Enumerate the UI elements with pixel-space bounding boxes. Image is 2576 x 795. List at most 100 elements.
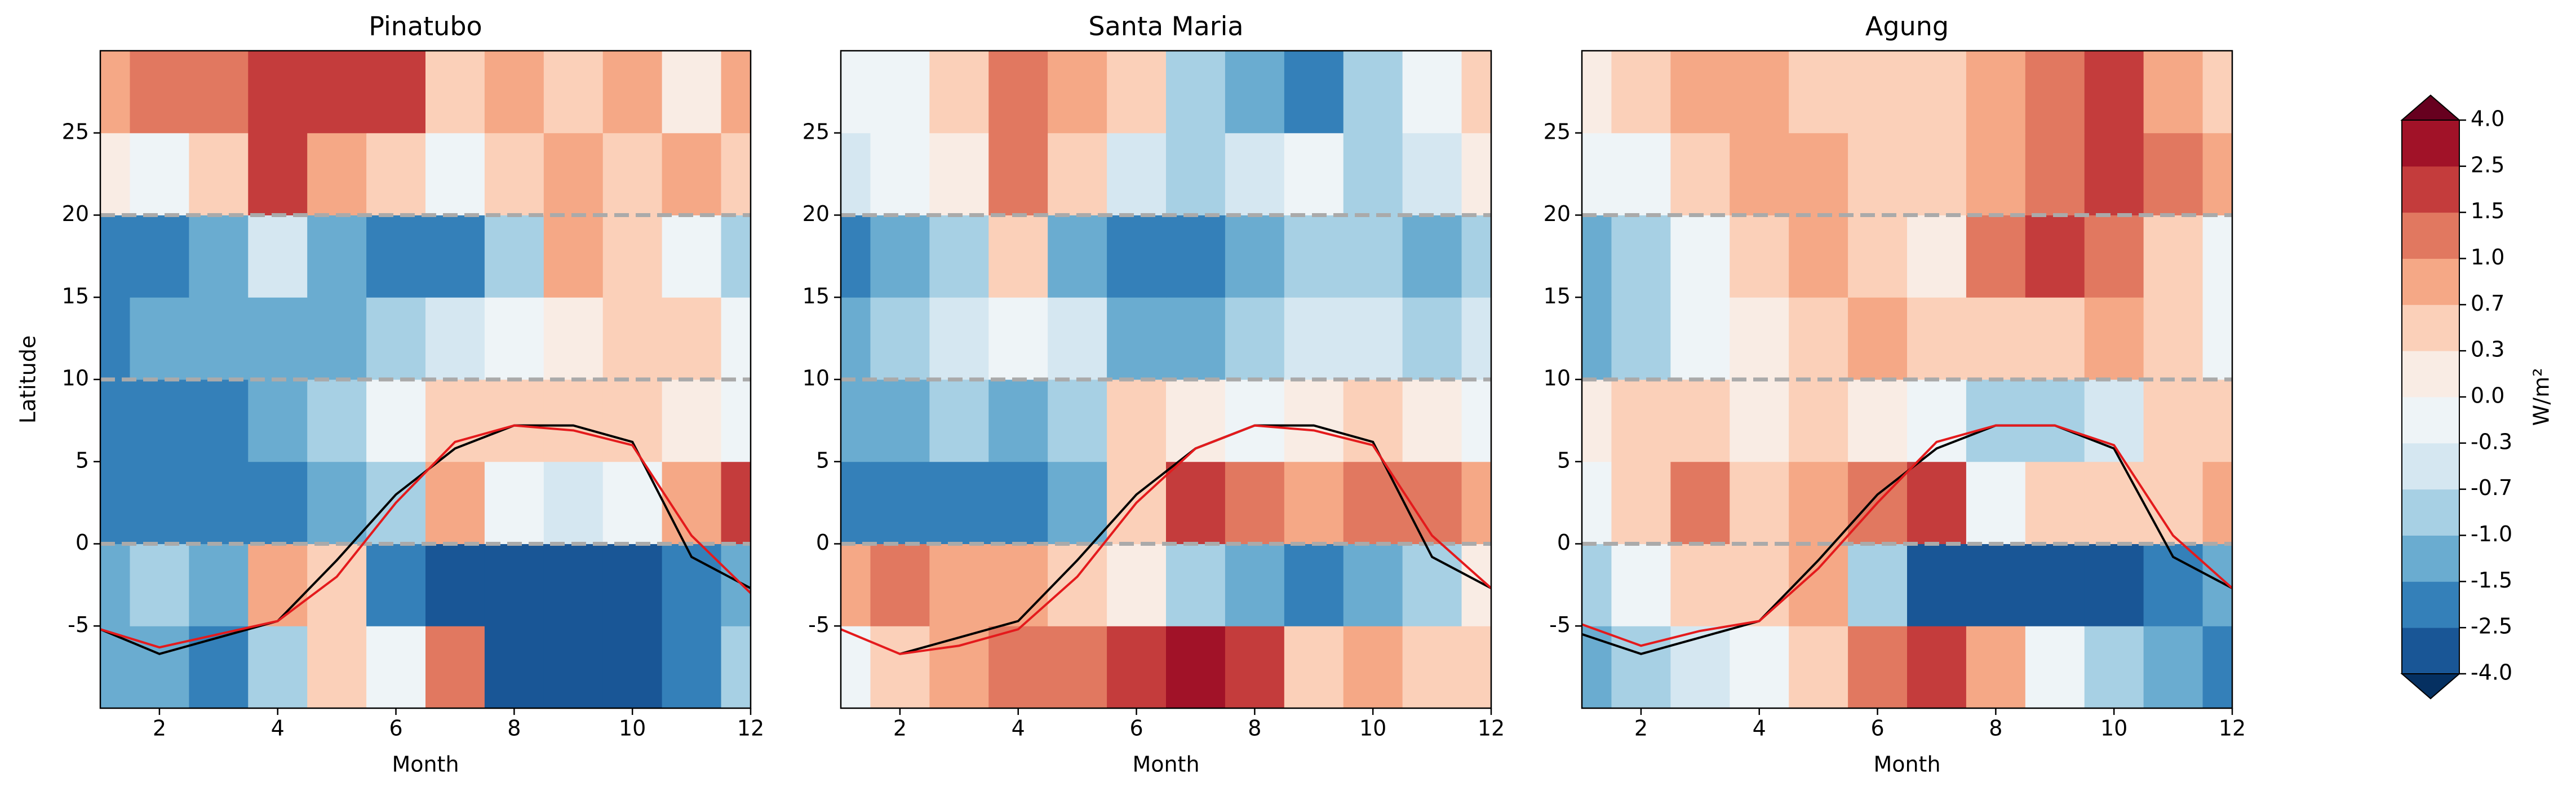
cell bbox=[1225, 215, 1285, 298]
cell bbox=[1907, 132, 1967, 215]
cell bbox=[1582, 461, 1612, 544]
cell bbox=[721, 297, 751, 380]
cell bbox=[841, 215, 871, 298]
x-tick-label: 12 bbox=[737, 716, 764, 741]
cell bbox=[602, 51, 663, 134]
cell bbox=[602, 132, 663, 215]
cell bbox=[1048, 132, 1107, 215]
cell bbox=[1107, 626, 1167, 708]
cell bbox=[929, 461, 989, 544]
cell bbox=[366, 51, 426, 134]
cell bbox=[1461, 461, 1491, 544]
colorbar-segment bbox=[2402, 258, 2459, 305]
cell bbox=[1225, 461, 1285, 544]
chart-title: Pinatubo bbox=[369, 11, 482, 42]
cell bbox=[1343, 626, 1403, 708]
cell bbox=[543, 215, 604, 298]
cell bbox=[721, 379, 751, 462]
y-tick-label: 25 bbox=[802, 119, 830, 144]
cell bbox=[1907, 461, 1967, 544]
cell bbox=[988, 379, 1048, 462]
chart-title: Santa Maria bbox=[1088, 11, 1243, 42]
cell bbox=[130, 297, 189, 380]
cell bbox=[484, 215, 544, 298]
cell bbox=[662, 215, 722, 298]
cell bbox=[2084, 215, 2144, 298]
cell bbox=[543, 51, 604, 134]
cell bbox=[1582, 379, 1612, 462]
cell bbox=[602, 215, 663, 298]
cell bbox=[307, 379, 367, 462]
cell bbox=[602, 544, 663, 626]
cell bbox=[929, 544, 989, 626]
cell bbox=[248, 379, 308, 462]
y-tick-label: -5 bbox=[808, 612, 830, 637]
cell bbox=[2025, 461, 2085, 544]
x-tick-label: 4 bbox=[271, 716, 285, 741]
cell bbox=[1730, 544, 1789, 626]
cell bbox=[1670, 51, 1730, 134]
cell bbox=[100, 461, 130, 544]
cell bbox=[602, 297, 663, 380]
colorbar-segment bbox=[2402, 397, 2459, 444]
cell bbox=[2084, 132, 2144, 215]
cell bbox=[189, 461, 249, 544]
cell bbox=[307, 132, 367, 215]
cell bbox=[988, 51, 1048, 134]
cell bbox=[248, 51, 308, 134]
cell bbox=[1402, 215, 1462, 298]
cell bbox=[1402, 461, 1462, 544]
cell bbox=[1966, 51, 2026, 134]
cell bbox=[2084, 544, 2144, 626]
cell bbox=[929, 379, 989, 462]
colorbar-tick-label: 0.3 bbox=[2471, 337, 2504, 362]
cell bbox=[130, 544, 189, 626]
cell bbox=[1670, 544, 1730, 626]
cell bbox=[484, 544, 544, 626]
x-tick-label: 12 bbox=[1478, 716, 1505, 741]
line-series bbox=[100, 424, 751, 649]
cell bbox=[1848, 297, 1908, 380]
cell bbox=[2202, 379, 2232, 462]
cell bbox=[1966, 379, 2026, 462]
cell bbox=[841, 379, 871, 462]
colorbar-segment bbox=[2402, 304, 2459, 351]
cell bbox=[1166, 626, 1226, 708]
cell bbox=[1284, 215, 1344, 298]
colorbar-segment bbox=[2402, 443, 2459, 490]
cell bbox=[988, 132, 1048, 215]
cell bbox=[721, 51, 751, 134]
x-tick-label: 2 bbox=[1634, 716, 1648, 741]
cell bbox=[1225, 132, 1285, 215]
y-tick-label: 0 bbox=[816, 530, 830, 555]
x-tick-label: 4 bbox=[1753, 716, 1766, 741]
cell bbox=[1107, 132, 1167, 215]
colorbar-tick-label: 1.5 bbox=[2471, 198, 2504, 223]
cell bbox=[988, 626, 1048, 708]
cell bbox=[307, 626, 367, 708]
cell bbox=[425, 297, 485, 380]
cell bbox=[1048, 297, 1107, 380]
cell bbox=[1343, 215, 1403, 298]
cell bbox=[2025, 215, 2085, 298]
cell bbox=[1789, 544, 1848, 626]
cell bbox=[1789, 379, 1848, 462]
cell bbox=[1789, 51, 1848, 134]
cell bbox=[988, 215, 1048, 298]
cell bbox=[602, 626, 663, 708]
cell bbox=[662, 461, 722, 544]
cell bbox=[1402, 379, 1462, 462]
cell bbox=[1907, 215, 1967, 298]
cell bbox=[1107, 215, 1167, 298]
colorbar-tick-label: -2.5 bbox=[2471, 614, 2512, 639]
colorbar-tick-label: -1.0 bbox=[2471, 522, 2512, 546]
cell bbox=[189, 544, 249, 626]
y-tick-label: 25 bbox=[62, 119, 89, 144]
cell bbox=[841, 297, 871, 380]
cell bbox=[1611, 379, 1671, 462]
cell bbox=[870, 461, 930, 544]
cell bbox=[1343, 132, 1403, 215]
cell bbox=[248, 544, 308, 626]
y-tick-label: 20 bbox=[802, 201, 830, 226]
